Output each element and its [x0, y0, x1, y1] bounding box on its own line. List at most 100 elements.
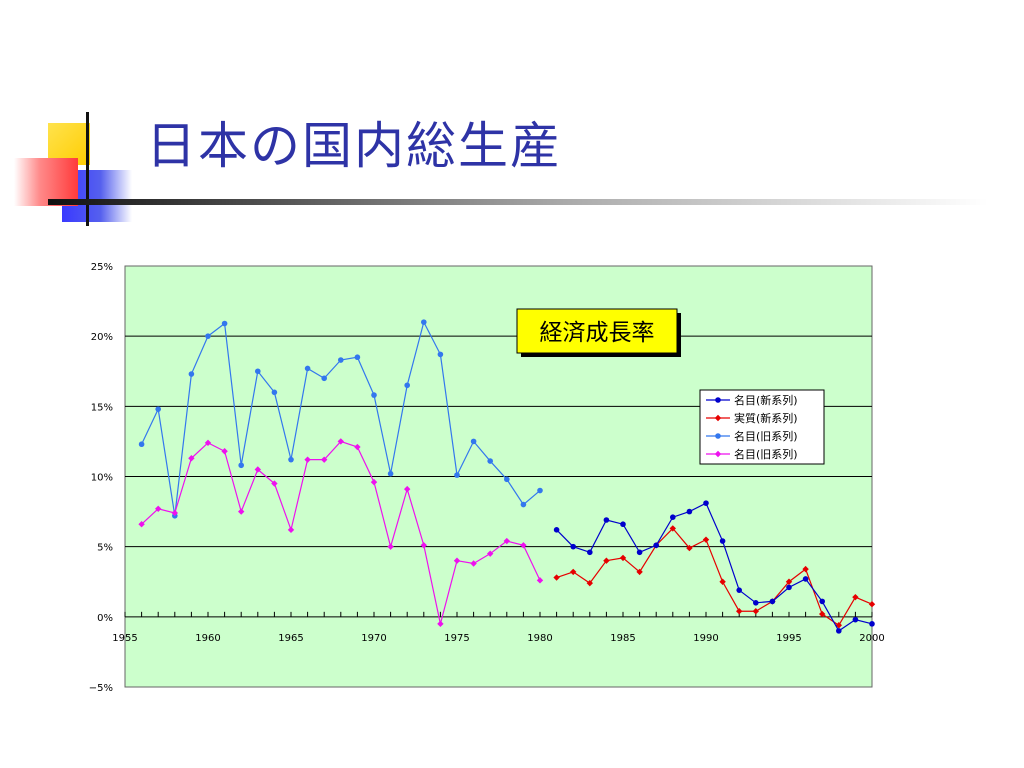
data-point: [869, 621, 875, 627]
data-point: [553, 527, 560, 533]
data-point: [752, 608, 759, 615]
data-point: [504, 476, 510, 483]
data-point: [553, 574, 560, 581]
data-point: [702, 536, 710, 543]
data-point: [570, 568, 577, 576]
data-point: [719, 578, 726, 585]
data-point: [636, 549, 643, 556]
data-point: [586, 579, 593, 587]
data-point: [287, 526, 295, 534]
data-point: [470, 560, 477, 567]
x-tick-label: 1955: [112, 633, 137, 644]
data-point: [254, 368, 261, 375]
data-point: [470, 438, 477, 445]
data-point: [155, 505, 162, 512]
data-point: [620, 521, 626, 528]
data-point: [587, 549, 593, 556]
legend-label: 名目(新系列): [734, 393, 798, 407]
y-tick-label: 0%: [97, 613, 113, 624]
data-point: [669, 525, 676, 532]
data-point: [271, 480, 278, 487]
data-point: [370, 478, 378, 486]
data-point: [155, 406, 161, 412]
data-point: [387, 543, 394, 550]
data-point: [454, 472, 460, 478]
legend-marker: [715, 433, 721, 439]
data-point: [852, 616, 859, 623]
data-point: [437, 351, 444, 358]
data-point: [520, 501, 527, 508]
data-point: [819, 598, 825, 605]
y-tick-label: −5%: [89, 683, 113, 694]
data-point: [786, 584, 792, 591]
y-tick-label: 5%: [97, 543, 113, 554]
data-point: [836, 628, 842, 634]
legend-marker: [714, 450, 722, 458]
data-point: [304, 365, 311, 372]
data-point: [404, 382, 411, 389]
data-point: [421, 319, 427, 325]
y-tick-label: 25%: [91, 262, 113, 273]
data-point: [570, 543, 576, 550]
data-point: [337, 438, 344, 445]
data-point: [536, 577, 544, 584]
data-point: [138, 441, 145, 448]
x-tick-label: 2000: [859, 633, 884, 644]
data-point: [503, 537, 510, 545]
data-point: [736, 587, 742, 593]
data-point: [453, 557, 461, 564]
decor-vertical-line: [86, 112, 89, 226]
data-point: [769, 598, 776, 605]
data-point: [835, 622, 842, 629]
x-tick-label: 1965: [278, 633, 303, 644]
data-point: [852, 593, 859, 601]
slide-title: 日本の国内総生産: [146, 117, 562, 175]
data-point: [354, 443, 361, 451]
data-point: [868, 601, 876, 608]
data-point: [238, 508, 245, 515]
data-point: [221, 320, 228, 327]
data-point: [387, 470, 394, 477]
series-line: [556, 527, 873, 627]
data-point: [520, 542, 527, 549]
y-tick-label: 15%: [91, 402, 113, 413]
data-point: [619, 554, 627, 562]
x-tick-label: 1985: [610, 633, 635, 644]
data-point: [703, 500, 709, 506]
decor-horizontal-rule: [48, 199, 988, 205]
data-point: [603, 517, 610, 523]
data-point: [487, 458, 494, 464]
y-tick-label: 20%: [91, 332, 113, 343]
x-tick-label: 1995: [776, 633, 801, 644]
data-point: [636, 568, 643, 576]
data-point: [802, 565, 809, 573]
data-point: [670, 514, 676, 520]
data-point: [204, 439, 212, 447]
data-point: [753, 600, 759, 606]
data-point: [785, 578, 793, 585]
y-tick-label: 10%: [91, 473, 113, 484]
data-point: [354, 354, 361, 361]
data-point: [537, 487, 543, 494]
x-tick-label: 1980: [527, 633, 552, 644]
data-point: [802, 576, 809, 582]
data-point: [487, 550, 494, 557]
data-point: [138, 521, 145, 528]
data-point: [205, 333, 211, 339]
data-point: [238, 462, 244, 469]
chart-title: 経済成長率: [540, 320, 655, 346]
legend-label: 実質(新系列): [734, 411, 798, 425]
data-point: [653, 542, 659, 549]
data-point: [321, 375, 328, 382]
data-point: [371, 392, 377, 398]
x-tick-label: 1975: [444, 633, 469, 644]
data-point: [188, 371, 195, 377]
data-point: [603, 557, 610, 564]
data-point: [437, 620, 444, 628]
x-tick-label: 1970: [361, 633, 386, 644]
data-point: [736, 608, 743, 615]
data-point: [288, 456, 294, 463]
data-point: [404, 485, 411, 493]
data-point: [171, 509, 178, 517]
